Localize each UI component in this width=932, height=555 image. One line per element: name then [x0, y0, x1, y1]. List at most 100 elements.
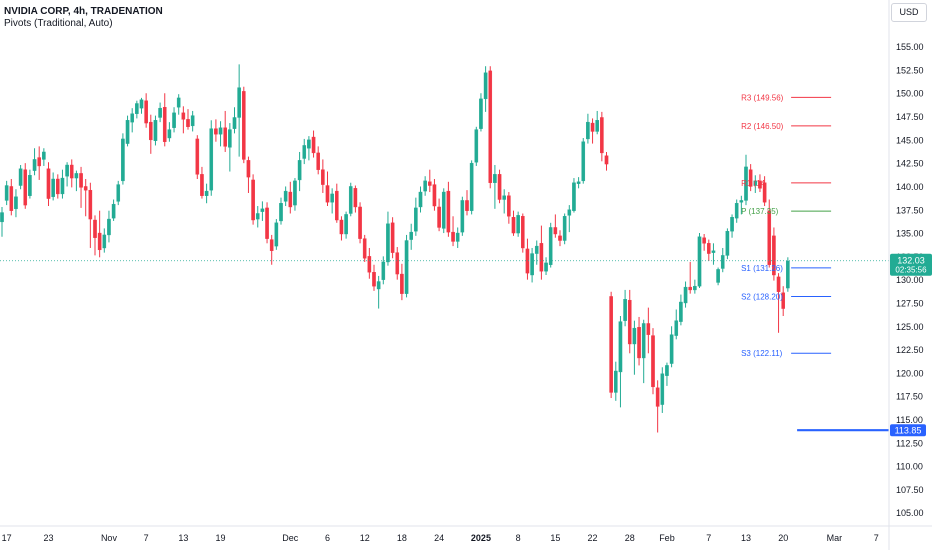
pivot-label-r3: R3 (149.56) [741, 93, 784, 102]
candle-body [693, 285, 697, 291]
candle-body [228, 129, 232, 148]
y-tick-label: 112.50 [896, 438, 923, 448]
currency-button[interactable]: USD [891, 3, 927, 22]
candle-body [279, 203, 283, 222]
candle-body [502, 195, 507, 200]
x-tick-label: Dec [282, 533, 299, 543]
x-tick-label: 20 [778, 533, 788, 543]
candle-body [455, 232, 460, 242]
candle-body [246, 160, 251, 178]
candle-body [530, 253, 534, 276]
candle-body [627, 299, 632, 345]
candle-body [116, 184, 121, 202]
indicator-legend[interactable]: Pivots (Traditional, Auto) [4, 18, 113, 29]
candle-body [241, 91, 246, 160]
candle-body [93, 219, 97, 238]
price-axis: 105.00 107.50 110.00 112.50 115.00 117.50 120.… [888, 0, 924, 550]
candle-body [302, 145, 307, 159]
candle-body [260, 208, 265, 212]
candle-body [395, 252, 400, 275]
candle-body [139, 99, 144, 109]
y-tick-label: 152.50 [896, 65, 924, 75]
candle-body [339, 219, 344, 235]
candle-body [665, 365, 669, 376]
candle-body [614, 370, 618, 393]
candle-body [707, 243, 711, 254]
candle-body [428, 181, 432, 186]
pivot-label-r1: R1 (14 [741, 179, 766, 188]
pivot-label-p: P (137.35) [741, 207, 779, 216]
candle-body [460, 200, 465, 233]
candle-body [679, 301, 683, 322]
candle-body [37, 157, 41, 167]
candle-body [390, 222, 395, 253]
candle-body [544, 262, 548, 272]
candle-body [176, 97, 181, 108]
candle-body [660, 373, 665, 405]
candle-body [488, 70, 493, 183]
y-tick-label: 115.00 [896, 415, 923, 425]
candle-body [307, 139, 311, 149]
candle-body [46, 168, 51, 199]
candle-body [655, 387, 660, 407]
candle-body [688, 286, 692, 291]
candle-body [646, 323, 651, 335]
candle-body [251, 179, 255, 221]
candle-body [702, 237, 706, 244]
candle-body [232, 117, 237, 129]
y-tick-label: 122.50 [896, 345, 924, 355]
x-tick-label: 19 [216, 533, 226, 543]
candle-body [107, 218, 111, 236]
candle-body [386, 223, 390, 263]
candle-body [521, 216, 525, 249]
candle-body [781, 292, 785, 309]
y-tick-label: 110.00 [896, 462, 923, 472]
candle-body [572, 182, 576, 211]
candle-body [362, 238, 367, 259]
y-tick-label: 142.50 [896, 159, 924, 169]
x-tick-label: 22 [588, 533, 598, 543]
x-tick-label: Feb [659, 533, 675, 543]
candle-body [479, 98, 483, 129]
candle-body [311, 136, 316, 154]
candle-body [335, 190, 339, 221]
candle-body [162, 107, 167, 142]
candle-body [265, 207, 269, 239]
candle-body [135, 103, 139, 114]
candle-body [69, 164, 74, 179]
candle-body [344, 214, 348, 235]
candle-body [739, 200, 744, 203]
candle-body [711, 250, 716, 253]
candle-body [669, 334, 674, 364]
candle-body [474, 129, 479, 163]
candle-body [767, 210, 772, 265]
pivot-levels-layer: R3 (149.56) R2 (146.50) R1 (14 P (137.35) S1… [741, 93, 832, 358]
candle-body [130, 113, 135, 123]
y-tick-label: 145.00 [896, 135, 924, 145]
candle-body [534, 245, 539, 254]
candle-body [562, 216, 567, 241]
candle-body [274, 222, 279, 247]
candle-body [181, 112, 186, 120]
candle-body [553, 227, 558, 235]
level-price-badge [890, 424, 926, 437]
candle-body [214, 128, 218, 135]
candle-body [414, 207, 418, 232]
candle-body [172, 112, 176, 128]
y-tick-label: 140.00 [896, 182, 924, 192]
candle-body [4, 185, 9, 201]
candle-body [353, 188, 358, 208]
candle-body [325, 185, 330, 203]
candle-body [204, 190, 209, 196]
pivot-label-s3: S3 (122.11) [741, 349, 783, 358]
candle-body [56, 178, 60, 195]
candle-body [734, 203, 739, 219]
candle-body [600, 117, 604, 154]
candle-body [195, 138, 200, 175]
chart-title: NVIDIA CORP, 4h, TRADENATION [4, 6, 163, 17]
candle-body [469, 162, 474, 211]
candle-body [493, 174, 497, 183]
